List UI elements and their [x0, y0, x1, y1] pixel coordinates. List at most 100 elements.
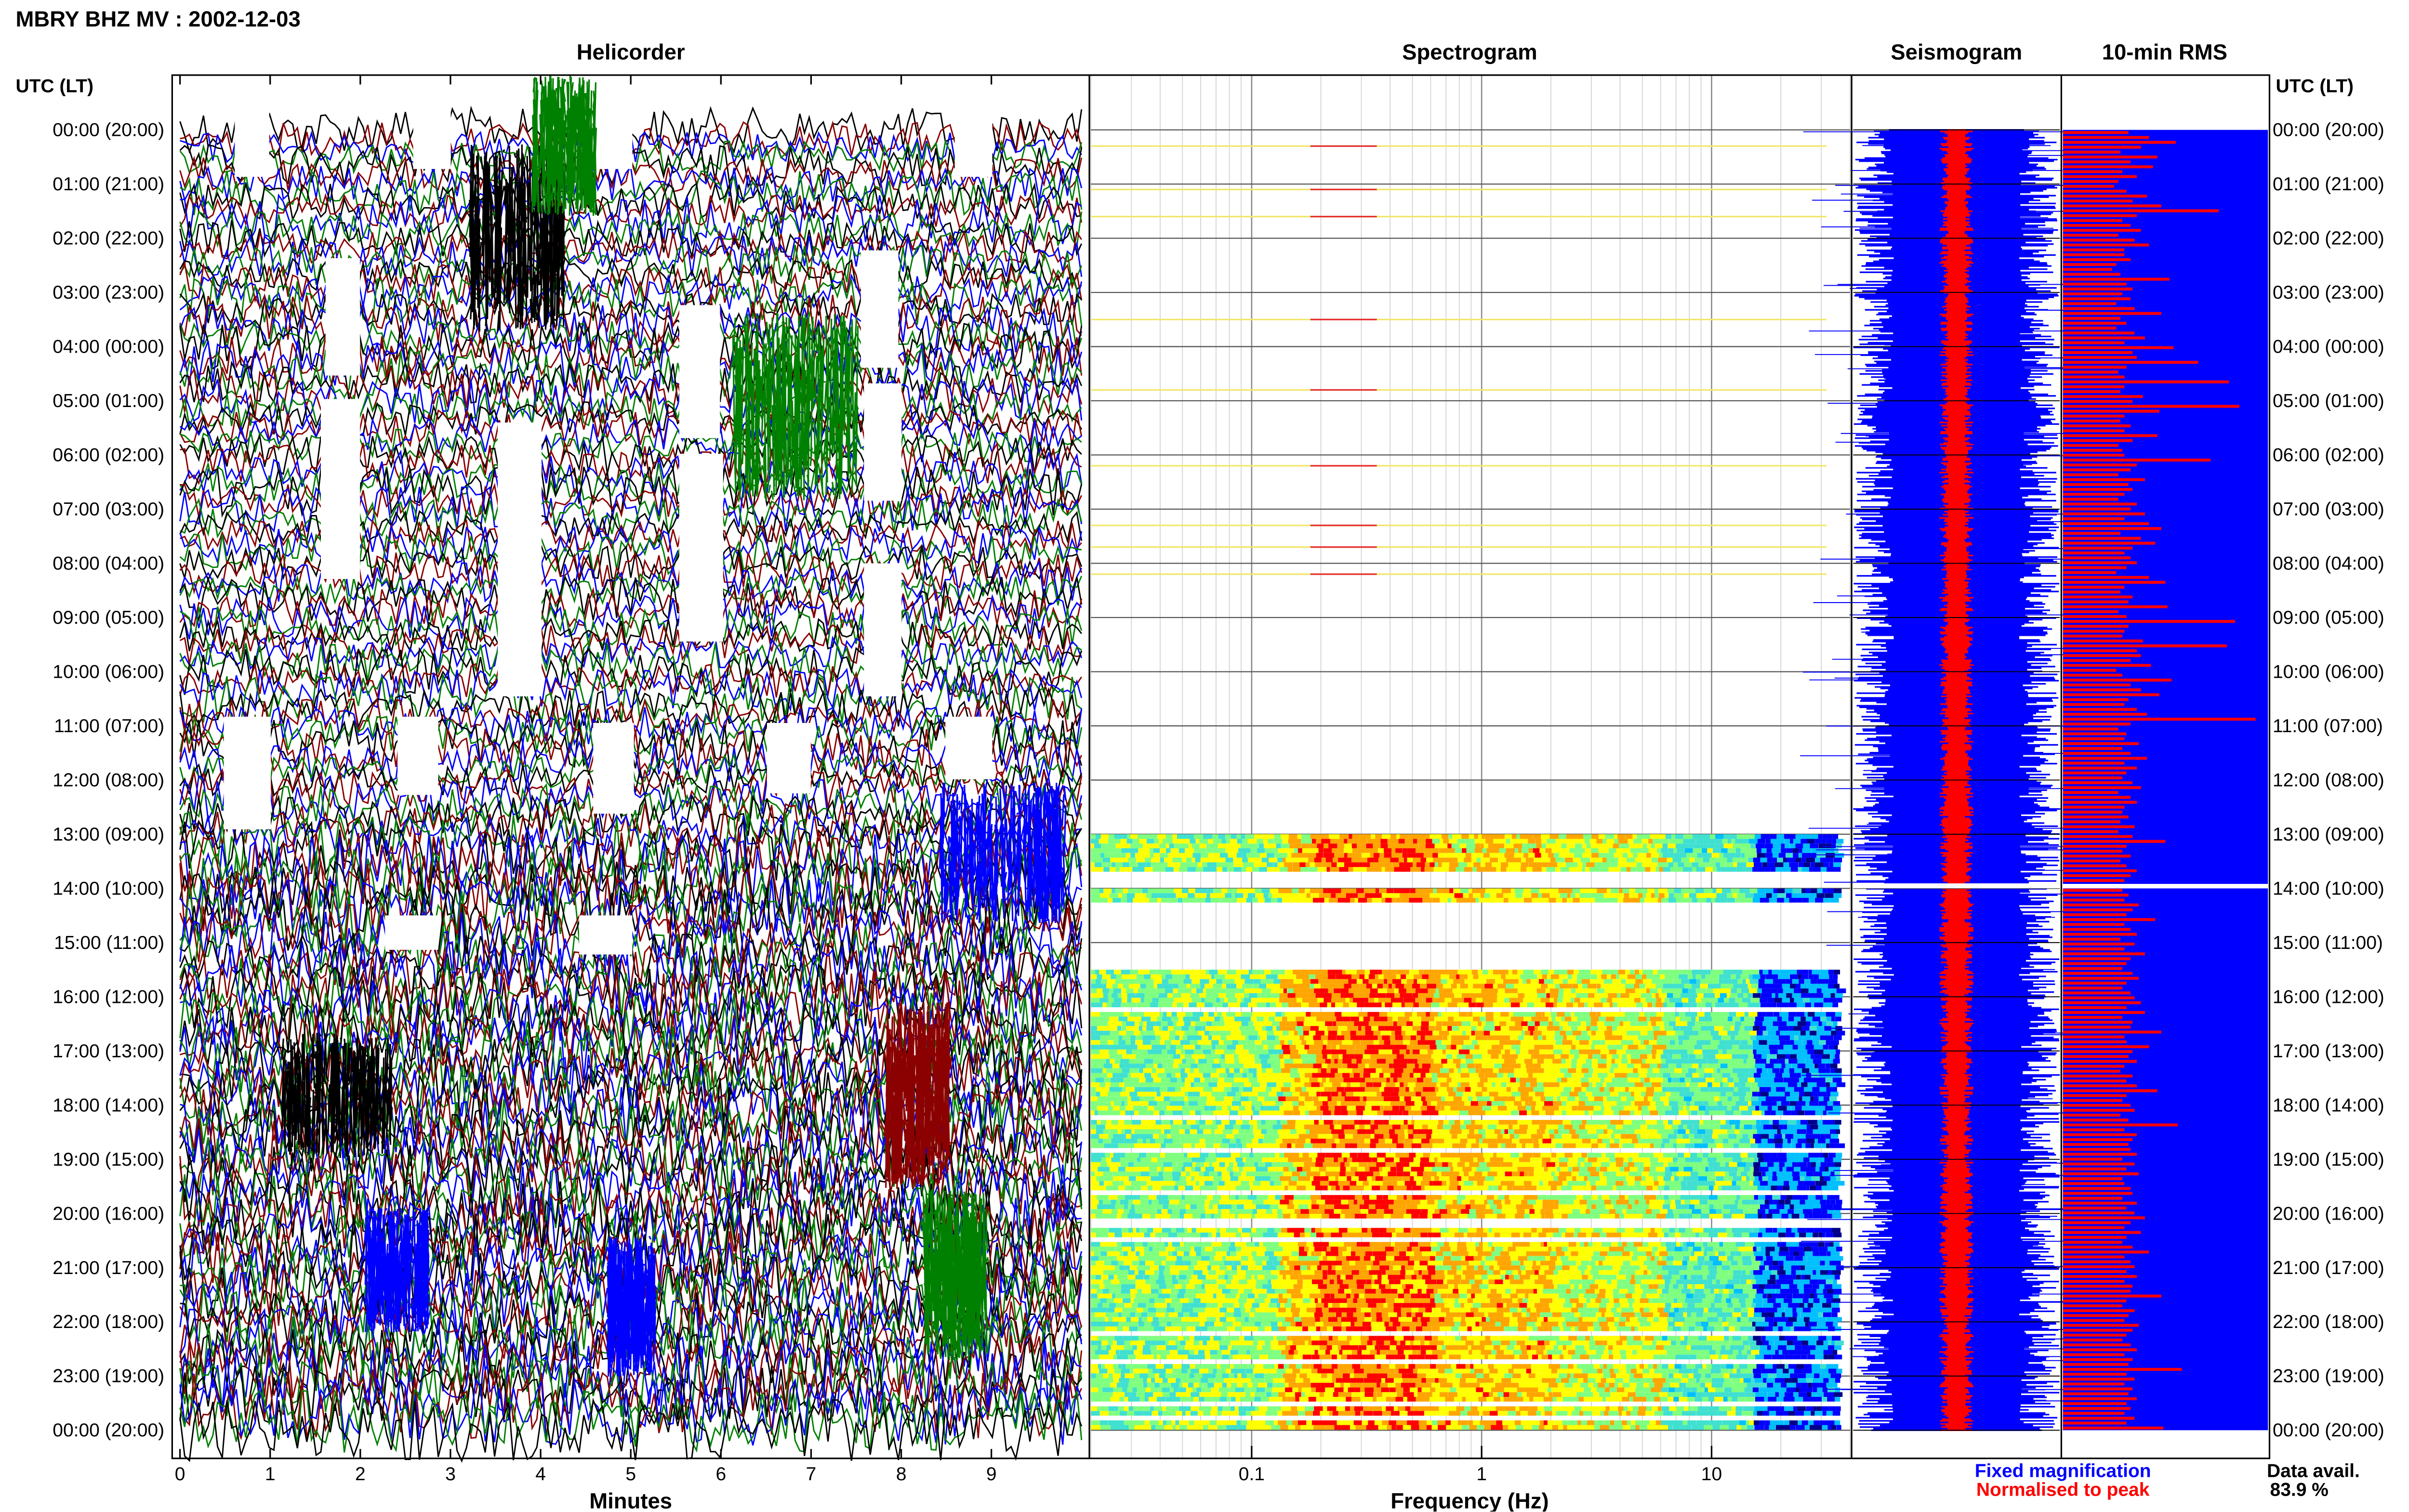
spectrogram-cell — [1576, 979, 1582, 984]
helicorder-gap — [224, 716, 271, 829]
spectrogram-cell — [1544, 1101, 1553, 1106]
spectrogram-cell — [1643, 1082, 1652, 1087]
spectrogram-cell — [1464, 867, 1473, 872]
spectrogram-cell — [1386, 1030, 1391, 1036]
spectrogram-cell — [1525, 862, 1529, 868]
spectrogram-cell — [1708, 1091, 1713, 1097]
spectrogram-cell — [1119, 1082, 1125, 1087]
spectrogram-cell — [1597, 988, 1605, 993]
spectrogram-cell — [1541, 862, 1548, 868]
spectrogram-cell — [1140, 1030, 1146, 1036]
spectrogram-cell — [1651, 857, 1658, 863]
spectrogram-cell — [1226, 1012, 1236, 1017]
spectrogram-cell — [1610, 1091, 1619, 1097]
spectrogram-cell — [1203, 1087, 1207, 1092]
spectrogram-cell — [1206, 1087, 1213, 1092]
spectrogram-cell — [1579, 1040, 1589, 1045]
spectrogram-cell — [1742, 970, 1751, 974]
spectrogram-cell — [1328, 843, 1337, 849]
spectrogram-cell — [1470, 898, 1476, 903]
spectrogram-cell — [1257, 1091, 1266, 1097]
spectrogram-cell — [1183, 1016, 1191, 1022]
spectrogram-cell — [1123, 834, 1127, 839]
spectrogram-cell — [1108, 998, 1114, 1003]
spectrogram-cell — [1584, 1002, 1588, 1008]
spectrogram-cell — [1599, 993, 1608, 998]
spectrogram-cell — [1111, 974, 1116, 979]
spectrogram-cell — [1190, 984, 1194, 989]
spectrogram-cell — [1341, 1091, 1346, 1097]
spectrogram-cell — [1210, 843, 1218, 849]
spectrogram-cell — [1168, 898, 1178, 903]
spectrogram-cell — [1789, 1068, 1795, 1073]
spectrogram-cell — [1757, 853, 1766, 858]
spectrogram-cell — [1253, 843, 1259, 849]
spectrogram-cell — [1653, 970, 1657, 974]
spectrogram-cell — [1416, 862, 1421, 868]
spectrogram-cell — [1100, 893, 1104, 898]
spectrogram-cell — [1805, 1059, 1809, 1064]
spectrogram-cell — [1824, 1030, 1831, 1036]
spectrogram-cell — [1114, 1096, 1120, 1102]
spectrogram-cell — [1285, 888, 1292, 894]
spectrogram-cell — [1818, 1068, 1827, 1073]
spectrogram-cell — [1697, 993, 1704, 998]
spectrogram-cell — [1168, 998, 1174, 1003]
spectrogram-cell — [1762, 1030, 1768, 1036]
spectrogram-cell — [1597, 1021, 1604, 1026]
spectrogram-cell — [1126, 1026, 1135, 1031]
spectrogram-cell — [1546, 1054, 1555, 1059]
spectrogram-cell — [1217, 1012, 1222, 1017]
spectrogram-cell — [1366, 862, 1370, 868]
spectrogram-cell — [1131, 1064, 1140, 1068]
spectrogram-cell — [1659, 1030, 1667, 1036]
spectrogram-cell — [1404, 1002, 1414, 1008]
spectrogram-cell — [1109, 1035, 1119, 1040]
spectrogram-cell — [1546, 993, 1550, 998]
spectrogram-cell — [1184, 1030, 1191, 1036]
spectrogram-cell — [1633, 839, 1642, 844]
spectrogram-cell — [1727, 1096, 1732, 1102]
spectrogram-cell — [1310, 1049, 1318, 1054]
spectrogram-cell — [1467, 1012, 1473, 1017]
spectrogram-cell — [1828, 984, 1834, 989]
spectrogram-cell — [1678, 1035, 1683, 1040]
spectrogram-cell — [1112, 888, 1115, 894]
spectrogram-cell — [1364, 1002, 1371, 1008]
spectrogram-cell — [1575, 988, 1581, 993]
spectrogram-cell — [1224, 843, 1228, 849]
spectrogram-cell — [1786, 984, 1790, 989]
spectrogram-cell — [1617, 834, 1626, 839]
spectrogram-cell — [1170, 1078, 1178, 1083]
spectrogram-cell — [1618, 857, 1627, 863]
spectrogram-cell — [1695, 988, 1700, 993]
spectrogram-cell — [1588, 1078, 1594, 1083]
spectrogram-cell — [1104, 853, 1111, 858]
spectrogram-cell — [1513, 1026, 1523, 1031]
spectrogram-cell — [1409, 1049, 1413, 1054]
spectrogram-cell — [1164, 1040, 1171, 1045]
spectrogram-cell — [1532, 998, 1541, 1003]
spectrogram-cell — [1170, 1096, 1178, 1102]
spectrogram-cell — [1583, 1016, 1591, 1022]
spectrogram-cell — [1395, 1082, 1400, 1087]
spectrogram-cell — [1482, 834, 1488, 839]
spectrogram-cell — [1541, 857, 1550, 863]
spectrogram-cell — [1695, 998, 1701, 1003]
spectrogram-cell — [1640, 898, 1644, 903]
spectrogram-cell — [1339, 1045, 1349, 1050]
spectrogram-cell — [1280, 867, 1288, 872]
spectrogram-cell — [1151, 1012, 1160, 1017]
spectrogram-cell — [1784, 834, 1789, 839]
spectrogram-cell — [1757, 893, 1766, 898]
spectrogram-cell — [1152, 867, 1160, 872]
spectrogram-cell — [1704, 1012, 1711, 1017]
spectrogram-cell — [1260, 1082, 1267, 1087]
spectrogram-cell — [1559, 853, 1563, 858]
spectrogram-cell — [1625, 970, 1630, 974]
spectrogram-cell — [1212, 1045, 1216, 1050]
spectrogram-cell — [1416, 848, 1424, 853]
spectrogram-cell — [1774, 998, 1782, 1003]
spectrogram-cell — [1802, 1040, 1807, 1045]
spectrogram-cell — [1167, 1021, 1173, 1026]
